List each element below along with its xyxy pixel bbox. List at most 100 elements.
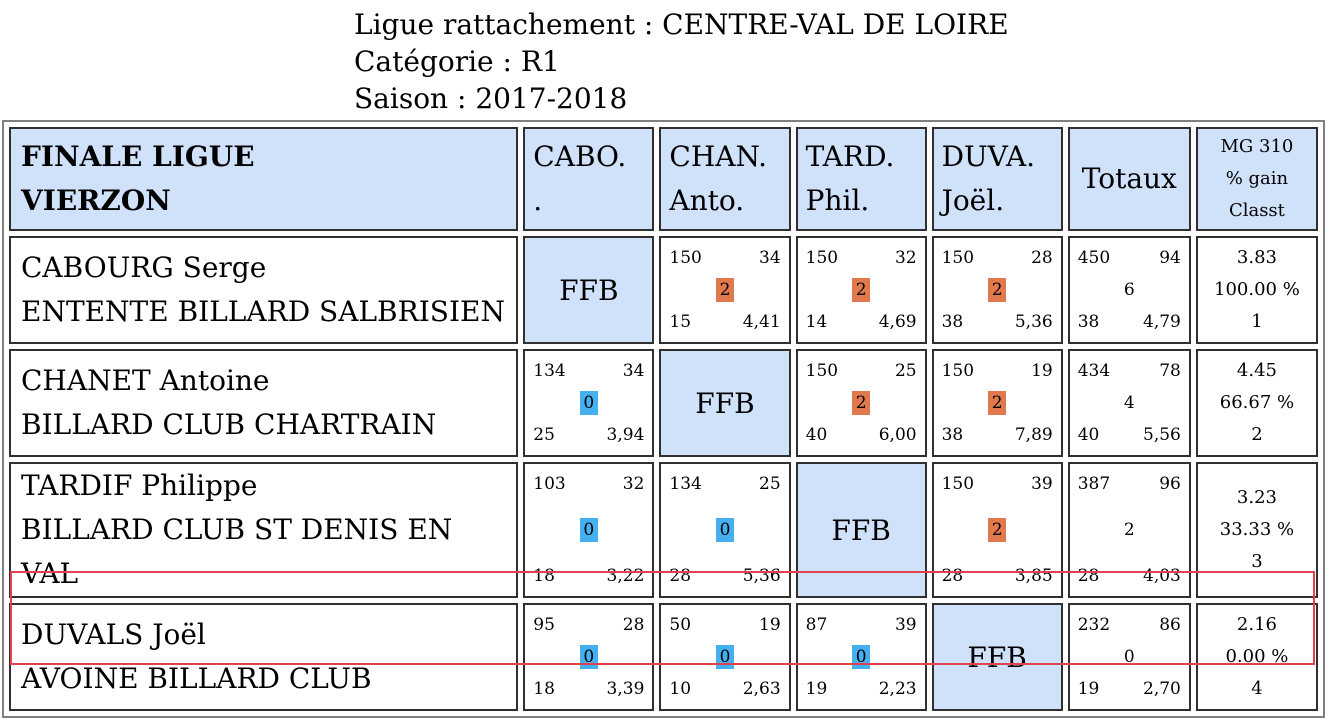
total-average: 2,70 — [1143, 679, 1181, 699]
match-points: 150 — [805, 248, 839, 268]
match-points: 87 — [805, 615, 828, 635]
match-cell: 150 19 38 7,89 2 — [931, 349, 1063, 457]
general-average: 3.23 — [1236, 487, 1277, 508]
match-cell: 150 28 38 5,36 2 — [931, 236, 1063, 344]
match-average: 2,63 — [742, 679, 781, 699]
match-best-series: 28 — [941, 566, 964, 586]
match-result-badge: 2 — [852, 278, 871, 302]
match-points: 150 — [669, 248, 702, 268]
total-best-series: 28 — [1077, 566, 1100, 586]
total-innings: 86 — [1159, 615, 1181, 635]
match-result-badge: 2 — [852, 391, 871, 415]
general-average: 2.16 — [1236, 614, 1277, 635]
match-cell: 103 32 18 3,22 0 — [523, 462, 655, 598]
total-points: 450 — [1077, 248, 1111, 268]
match-result-badge: 0 — [716, 645, 735, 669]
match-average: 7,89 — [1014, 425, 1053, 445]
match-best-series: 18 — [533, 566, 555, 586]
match-cell: 95 28 18 3,39 0 — [523, 603, 655, 711]
match-innings: 32 — [894, 248, 917, 268]
match-innings: 34 — [759, 248, 781, 268]
match-result-badge: 2 — [988, 391, 1007, 415]
column-header: CABO. . — [523, 127, 655, 231]
player-name: TARDIF Philippe — [21, 469, 258, 502]
match-points: 150 — [941, 474, 975, 494]
match-result-badge: 2 — [988, 518, 1007, 542]
match-best-series: 28 — [669, 566, 692, 586]
competition-header: Ligue rattachement : CENTRE-VAL DE LOIRE… — [354, 6, 1009, 117]
total-innings: 78 — [1159, 361, 1181, 381]
match-points: 150 — [941, 361, 975, 381]
win-percentage: 100.00 % — [1214, 279, 1300, 300]
total-match-points: 0 — [1123, 647, 1135, 667]
total-match-points: 2 — [1123, 520, 1135, 540]
match-best-series: 18 — [533, 679, 555, 699]
total-average: 4,03 — [1143, 566, 1181, 586]
match-average: 3,85 — [1014, 566, 1053, 586]
match-cell: 150 25 40 6,00 2 — [795, 349, 927, 457]
summary-cell: 2.16 0.00 % 4 — [1195, 603, 1318, 711]
table-row: CABOURG Serge ENTENTE BILLARD SALBRISIEN F… — [9, 236, 1318, 344]
match-best-series: 25 — [533, 425, 555, 445]
total-innings: 96 — [1159, 474, 1181, 494]
match-best-series: 38 — [941, 312, 964, 332]
categorie-line: Catégorie : R1 — [354, 45, 560, 78]
match-best-series: 19 — [805, 679, 828, 699]
player-club: BILLARD CLUB CHARTRAIN — [21, 408, 437, 441]
totals-header: Totaux — [1067, 127, 1191, 231]
match-average: 4,41 — [742, 312, 781, 332]
total-best-series: 38 — [1077, 312, 1100, 332]
match-points: 95 — [533, 615, 555, 635]
ranking: 2 — [1251, 424, 1263, 445]
ffb-cell: FFB — [659, 349, 791, 457]
summary-cell: 4.45 66.67 % 2 — [1195, 349, 1318, 457]
total-innings: 94 — [1159, 248, 1181, 268]
column-header: TARD. Phil. — [795, 127, 927, 231]
player-cell: CABOURG Serge ENTENTE BILLARD SALBRISIEN — [9, 236, 519, 344]
match-best-series: 38 — [941, 425, 964, 445]
match-points: 50 — [669, 615, 692, 635]
ligue-line: Ligue rattachement : CENTRE-VAL DE LOIRE — [354, 8, 1009, 41]
player-cell: DUVALS Joël AVOINE BILLARD CLUB — [9, 603, 519, 711]
match-average: 5,36 — [742, 566, 781, 586]
total-points: 434 — [1077, 361, 1111, 381]
match-cell: 87 39 19 2,23 0 — [795, 603, 927, 711]
match-result-badge: 2 — [716, 278, 735, 302]
player-club: ENTENTE BILLARD SALBRISIEN — [21, 295, 505, 328]
match-average: 4,69 — [878, 312, 917, 332]
player-cell: TARDIF Philippe BILLARD CLUB ST DENIS EN … — [9, 462, 519, 598]
match-innings: 32 — [622, 474, 645, 494]
win-percentage: 66.67 % — [1219, 392, 1295, 413]
total-best-series: 40 — [1077, 425, 1100, 445]
win-percentage: 0.00 % — [1225, 646, 1289, 667]
total-points: 232 — [1077, 615, 1111, 635]
player-name: CHANET Antoine — [21, 364, 270, 397]
summary-cell: 3.23 33.33 % 3 — [1195, 462, 1318, 598]
totals-cell: 450 94 38 4,79 6 — [1067, 236, 1191, 344]
match-average: 5,36 — [1014, 312, 1053, 332]
match-best-series: 10 — [669, 679, 692, 699]
ranking: 1 — [1251, 311, 1263, 332]
match-innings: 19 — [759, 615, 781, 635]
match-cell: 50 19 10 2,63 0 — [659, 603, 791, 711]
table-header-row: FINALE LIGUE VIERZON CABO. . CHAN. Anto.… — [9, 127, 1318, 231]
ranking: 3 — [1251, 551, 1263, 572]
win-percentage: 33.33 % — [1219, 519, 1295, 540]
general-average: 4.45 — [1236, 360, 1277, 381]
match-result-badge: 0 — [579, 518, 598, 542]
ffb-cell: FFB — [795, 462, 927, 598]
total-average: 4,79 — [1143, 312, 1181, 332]
match-result-badge: 2 — [988, 278, 1007, 302]
column-header: DUVA. Joël. — [931, 127, 1063, 231]
ranking: 4 — [1251, 678, 1263, 699]
match-result-badge: 0 — [716, 518, 735, 542]
column-header: CHAN. Anto. — [659, 127, 791, 231]
match-points: 103 — [533, 474, 566, 494]
match-points: 150 — [941, 248, 975, 268]
match-cell: 150 39 28 3,85 2 — [931, 462, 1063, 598]
match-best-series: 15 — [669, 312, 692, 332]
match-innings: 28 — [622, 615, 645, 635]
match-innings: 34 — [622, 361, 645, 381]
player-club: BILLARD CLUB ST DENIS EN VAL — [21, 513, 453, 590]
match-cell: 134 25 28 5,36 0 — [659, 462, 791, 598]
